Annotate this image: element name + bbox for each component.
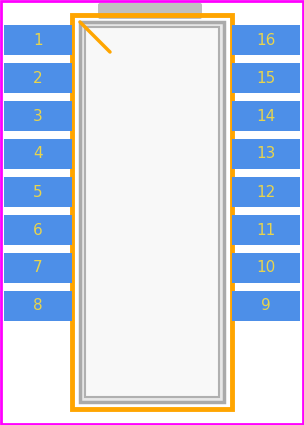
Text: 11: 11 <box>256 223 276 238</box>
Text: 15: 15 <box>256 71 276 85</box>
Text: 8: 8 <box>33 298 43 314</box>
Bar <box>72 15 232 409</box>
Text: 10: 10 <box>256 261 276 275</box>
Bar <box>232 25 300 55</box>
Text: 14: 14 <box>256 108 276 124</box>
Bar <box>232 101 300 131</box>
Bar <box>232 253 300 283</box>
Text: 12: 12 <box>256 184 276 199</box>
Text: 16: 16 <box>256 32 276 48</box>
FancyBboxPatch shape <box>98 3 202 19</box>
Text: 3: 3 <box>33 108 43 124</box>
Bar <box>4 101 72 131</box>
Bar <box>80 22 224 402</box>
Bar <box>4 215 72 245</box>
Text: 7: 7 <box>33 261 43 275</box>
Text: 4: 4 <box>33 147 43 162</box>
Bar <box>232 139 300 169</box>
Text: 5: 5 <box>33 184 43 199</box>
Bar <box>232 177 300 207</box>
Bar <box>232 215 300 245</box>
Text: 9: 9 <box>261 298 271 314</box>
Bar <box>85 27 219 397</box>
Text: 6: 6 <box>33 223 43 238</box>
Bar <box>4 63 72 93</box>
Text: 1: 1 <box>33 32 43 48</box>
Bar <box>4 291 72 321</box>
Bar <box>4 139 72 169</box>
Bar <box>232 291 300 321</box>
Bar <box>4 253 72 283</box>
Bar <box>232 63 300 93</box>
Bar <box>4 177 72 207</box>
Text: 2: 2 <box>33 71 43 85</box>
Text: 13: 13 <box>256 147 276 162</box>
Bar <box>4 25 72 55</box>
